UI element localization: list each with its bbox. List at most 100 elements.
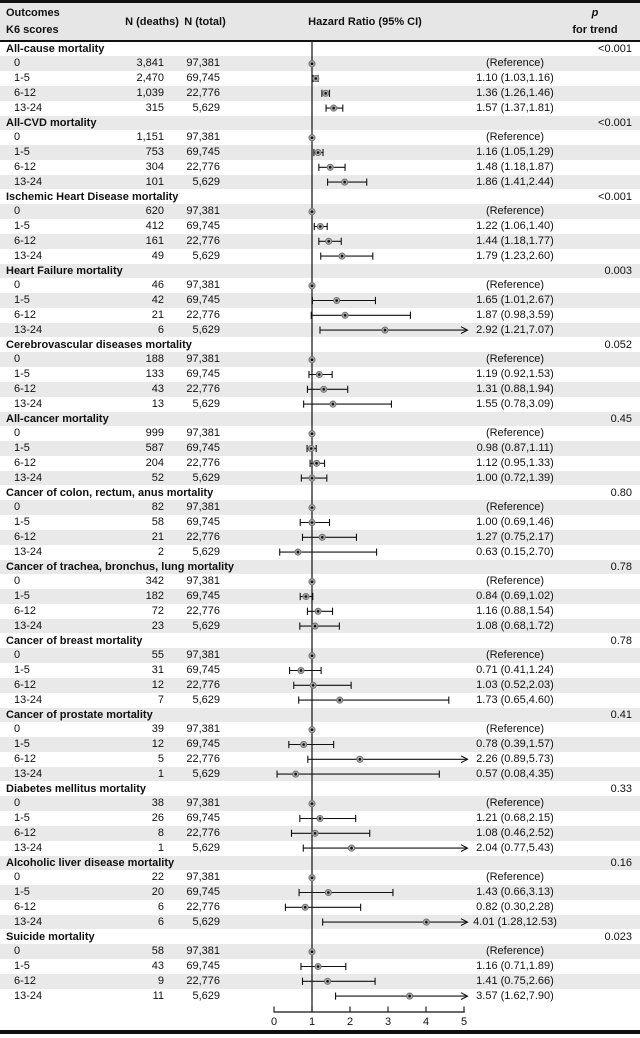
data-row: 6-12 204 22,776 1.12 (0.95,1.33) <box>0 456 640 471</box>
k6-score-cell: 13-24 <box>14 249 43 262</box>
n-total-cell: 97,381 <box>186 945 220 958</box>
k6-score-cell: 6-12 <box>14 604 37 617</box>
n-total-cell: 69,745 <box>186 368 220 381</box>
k6-score-cell: 6-12 <box>14 308 37 321</box>
hr-ci-label-cell: (Reference) <box>485 945 545 958</box>
hr-ci-label-cell: 1.79 (1.23,2.60) <box>476 249 554 262</box>
n-deaths-cell: 133 <box>145 368 164 381</box>
p-for-trend-value: 0.80 <box>610 486 632 499</box>
n-total-cell: 69,745 <box>186 664 220 677</box>
n-total-cell: 22,776 <box>186 900 220 913</box>
hr-ci-label-cell: (Reference) <box>485 797 545 810</box>
data-row: 0 3,841 97,381 (Reference) <box>0 56 640 72</box>
k6-score-cell: 1-5 <box>14 886 30 899</box>
hr-ci-label-cell: 1.19 (0.92,1.53) <box>476 368 554 381</box>
n-deaths-cell: 6 <box>157 915 164 928</box>
n-deaths-cell: 11 <box>152 989 164 1002</box>
n-total-cell: 5,629 <box>192 619 220 632</box>
n-total-cell: 69,745 <box>186 516 220 529</box>
n-deaths-cell: 39 <box>151 723 164 736</box>
n-deaths-cell: 26 <box>151 812 164 825</box>
p-for-trend-value: 0.33 <box>610 782 632 795</box>
k6-score-cell: 1-5 <box>14 442 30 455</box>
n-deaths-cell: 188 <box>145 353 164 366</box>
header-p: p <box>591 7 599 19</box>
n-total-cell: 97,381 <box>186 797 220 810</box>
n-total-cell: 97,381 <box>186 871 220 884</box>
n-deaths-cell: 49 <box>151 249 164 262</box>
hr-ci-label-cell: (Reference) <box>485 353 545 366</box>
n-total-cell: 97,381 <box>186 575 220 588</box>
k6-score-cell: 0 <box>14 575 21 588</box>
hr-ci-label-cell: 1.22 (1.06,1.40) <box>476 220 554 233</box>
data-row: 6-12 304 22,776 1.48 (1.18,1.87) <box>0 160 640 175</box>
outcome-group-label: Cancer of colon, rectum, anus mortality <box>6 486 214 499</box>
outcome-group-label: Cancer of prostate mortality <box>6 708 153 721</box>
p-for-trend-value: 0.41 <box>610 708 632 721</box>
n-deaths-cell: 2 <box>157 545 164 558</box>
n-deaths-cell: 12 <box>151 678 164 691</box>
data-row: 1-5 58 69,745 1.00 (0.69,1.46) <box>0 515 640 530</box>
hr-ci-label-cell: (Reference) <box>485 205 545 218</box>
outcome-group-label: Ischemic Heart Disease mortality <box>6 190 179 203</box>
outcome-group-label: Heart Failure mortality <box>6 264 123 277</box>
k6-score-cell: 6-12 <box>14 974 37 987</box>
n-total-cell: 5,629 <box>192 767 220 780</box>
k6-score-cell: 1-5 <box>14 220 30 233</box>
data-row: 1-5 20 69,745 1.43 (0.66,3.13) <box>0 885 640 900</box>
n-total-cell: 97,381 <box>186 723 220 736</box>
p-for-trend-value: 0.45 <box>610 412 632 425</box>
hr-ci-label-cell: 1.31 (0.88,1.94) <box>476 382 554 395</box>
n-total-cell: 22,776 <box>186 752 220 765</box>
n-deaths-cell: 21 <box>151 308 164 321</box>
data-row: 13-24 315 5,629 1.57 (1.37,1.81) <box>0 101 640 116</box>
hr-ci-label-cell: 1.03 (0.52,2.03) <box>476 678 554 691</box>
k6-score-cell: 1-5 <box>14 368 30 381</box>
k6-score-cell: 13-24 <box>14 101 43 114</box>
k6-score-cell: 0 <box>14 131 21 144</box>
k6-score-cell: 1-5 <box>14 812 30 825</box>
n-total-cell: 69,745 <box>186 812 220 825</box>
k6-score-cell: 13-24 <box>14 915 43 928</box>
n-total-cell: 5,629 <box>192 989 220 1002</box>
n-deaths-cell: 43 <box>151 960 164 973</box>
n-deaths-cell: 72 <box>151 604 164 617</box>
hr-ci-label-cell: 1.43 (0.66,3.13) <box>476 886 554 899</box>
n-deaths-cell: 161 <box>145 234 164 247</box>
n-total-cell: 22,776 <box>186 678 220 691</box>
k6-score-cell: 0 <box>14 871 21 884</box>
hr-ci-label-cell: (Reference) <box>485 723 545 736</box>
data-row: 13-24 101 5,629 1.86 (1.41,2.44) <box>0 174 640 190</box>
data-row: 13-24 6 5,629 2.92 (1.21,7.07) <box>0 322 640 338</box>
n-deaths-cell: 999 <box>145 427 164 440</box>
header-hazard-ratio: Hazard Ratio (95% CI) <box>308 16 422 28</box>
n-deaths-cell: 31 <box>151 664 164 677</box>
k6-score-cell: 1-5 <box>14 590 30 603</box>
hr-ci-label-cell: 1.27 (0.75,2.17) <box>476 530 554 543</box>
n-deaths-cell: 101 <box>145 175 164 188</box>
n-total-cell: 5,629 <box>192 249 220 262</box>
n-deaths-cell: 753 <box>145 146 164 159</box>
data-row: 1-5 12 69,745 0.78 (0.39,1.57) <box>0 737 640 752</box>
data-row: 1-5 26 69,745 1.21 (0.68,2.15) <box>0 811 640 826</box>
group-header-row: Ischemic Heart Disease mortality <0.001 <box>0 190 640 205</box>
data-row: 13-24 49 5,629 1.79 (1.23,2.60) <box>0 249 640 264</box>
data-row: 13-24 23 5,629 1.08 (0.68,1.72) <box>0 618 640 634</box>
group-header-row: Cancer of prostate mortality 0.41 <box>0 707 640 723</box>
n-deaths-cell: 6 <box>157 900 164 913</box>
hr-ci-label-cell: 2.92 (1.21,7.07) <box>476 323 554 336</box>
k6-score-cell: 6-12 <box>14 86 37 99</box>
hr-ci-label-cell: 0.98 (0.87,1.11) <box>476 442 554 455</box>
n-total-cell: 5,629 <box>192 175 220 188</box>
group-header-row: Heart Failure mortality 0.003 <box>0 263 640 279</box>
n-total-cell: 22,776 <box>186 382 220 395</box>
top-border-rule <box>0 0 640 3</box>
n-deaths-cell: 58 <box>151 945 164 958</box>
n-deaths-cell: 182 <box>145 590 164 603</box>
n-deaths-cell: 620 <box>145 205 164 218</box>
k6-score-cell: 1-5 <box>14 146 30 159</box>
hr-ci-label-cell: 1.16 (0.71,1.89) <box>476 960 554 973</box>
data-row: 1-5 753 69,745 1.16 (1.05,1.29) <box>0 145 640 160</box>
k6-score-cell: 13-24 <box>14 397 43 410</box>
